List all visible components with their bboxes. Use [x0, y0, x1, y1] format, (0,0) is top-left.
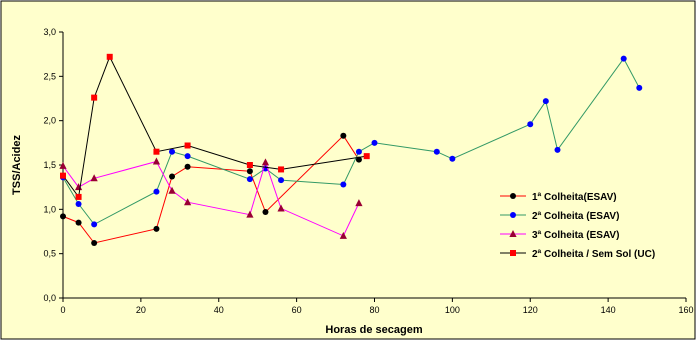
- series-4: [60, 53, 370, 200]
- data-point: [554, 146, 561, 153]
- data-point: [91, 94, 98, 101]
- data-point: [91, 221, 98, 228]
- data-point: [246, 210, 254, 218]
- legend-item: 2ª Colheita / Sem Sol (UC): [500, 249, 655, 260]
- series-3: [59, 157, 363, 239]
- data-point: [153, 225, 160, 232]
- x-axis-title: Horas de secagem: [325, 324, 422, 336]
- data-point: [339, 231, 347, 239]
- data-point: [184, 198, 192, 206]
- data-point: [246, 162, 253, 168]
- data-point: [75, 219, 82, 226]
- x-tick-label: 120: [523, 305, 538, 315]
- axes: 0,0 0,5 1,0 1,5 2,0 2,5 3,0 0 20 40 60 80 100 120 140 1…: [43, 27, 693, 315]
- data-point: [340, 132, 347, 139]
- data-point: [278, 166, 285, 173]
- data-point: [355, 156, 362, 163]
- data-point: [620, 55, 627, 62]
- series-group: [59, 53, 643, 247]
- data-point: [60, 172, 66, 179]
- legend-label: 1ª Colheita(ESAV): [532, 192, 617, 203]
- legend-label: 3ª Colheita (ESAV): [532, 230, 619, 241]
- data-point: [153, 148, 160, 155]
- x-tick-label: 60: [292, 305, 302, 315]
- data-point: [278, 177, 285, 184]
- y-tick-label: 0,5: [43, 249, 56, 259]
- data-point: [168, 186, 176, 194]
- series-line: [62, 134, 360, 244]
- y-tick-label: 1,5: [43, 160, 56, 170]
- data-point: [60, 213, 66, 220]
- data-point: [262, 208, 269, 215]
- data-point: [246, 176, 253, 183]
- legend-marker: [510, 250, 516, 256]
- data-point: [184, 163, 191, 170]
- data-point: [449, 155, 456, 162]
- y-tick-label: 2,5: [43, 71, 56, 81]
- data-point: [91, 240, 98, 247]
- y-axis-title: TSS/Acidez: [11, 135, 23, 195]
- legend-label: 2ª Colheita / Sem Sol (UC): [532, 249, 655, 260]
- y-tick-label: 2,0: [43, 116, 56, 126]
- data-point: [246, 168, 253, 175]
- legend-item: 3ª Colheita (ESAV): [500, 230, 619, 241]
- x-tick-label: 100: [445, 305, 460, 315]
- data-point: [90, 174, 98, 182]
- data-point: [542, 98, 549, 105]
- series-2: [60, 55, 643, 228]
- x-tick-label: 140: [601, 305, 616, 315]
- y-tick-label: 3,0: [43, 27, 56, 37]
- legend-marker: [509, 230, 517, 237]
- legend-marker: [510, 193, 516, 199]
- series-1: [60, 132, 362, 247]
- data-point: [527, 121, 534, 128]
- data-point: [106, 53, 113, 60]
- data-point: [169, 148, 176, 155]
- data-point: [636, 84, 643, 91]
- data-point: [433, 148, 440, 155]
- legend-item: 1ª Colheita(ESAV): [500, 192, 617, 203]
- legend: 1ª Colheita(ESAV) 2ª Colheita (ESAV) 3ª Co…: [500, 192, 655, 260]
- data-point: [152, 157, 161, 165]
- data-point: [169, 173, 176, 180]
- data-point: [261, 158, 270, 166]
- data-point: [184, 153, 191, 160]
- data-point: [75, 201, 82, 208]
- data-point: [371, 139, 378, 146]
- x-tick-label: 20: [136, 305, 146, 315]
- data-point: [75, 193, 82, 200]
- data-point: [363, 153, 370, 160]
- y-tick-label: 1,0: [43, 204, 56, 214]
- x-tick-label: 40: [214, 305, 224, 315]
- data-point: [184, 142, 191, 149]
- y-tick-label: 0,0: [43, 293, 56, 303]
- x-tick-label: 0: [60, 305, 65, 315]
- data-point: [153, 188, 160, 195]
- data-point: [340, 181, 347, 188]
- x-tick-label: 80: [369, 305, 379, 315]
- data-point: [355, 199, 363, 207]
- legend-item: 2ª Colheita (ESAV): [500, 211, 619, 222]
- legend-label: 2ª Colheita (ESAV): [532, 211, 619, 222]
- data-point: [355, 148, 362, 155]
- data-point: [59, 161, 67, 169]
- x-tick-label: 160: [678, 305, 693, 315]
- legend-marker: [510, 212, 516, 218]
- data-point: [277, 204, 285, 212]
